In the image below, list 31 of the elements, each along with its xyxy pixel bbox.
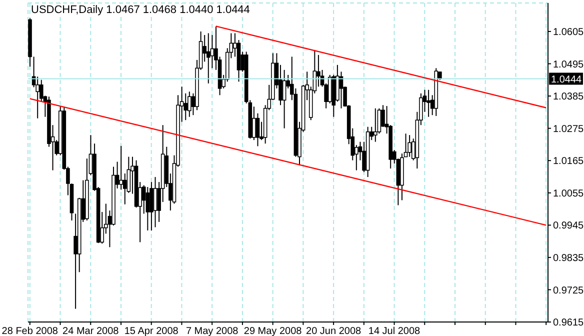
x-tick-label: 28 Feb 2008 [2, 326, 58, 336]
candlestick [374, 108, 378, 142]
y-tick-label: 1.0055 [553, 188, 584, 200]
x-tick-label: 14 Jul 2008 [368, 326, 421, 336]
x-tick-label: 24 Mar 2008 [62, 326, 120, 336]
x-tick-label: 29 May 2008 [244, 326, 302, 336]
candlestick [316, 54, 320, 88]
candlestick [256, 112, 260, 147]
candlestick [252, 106, 256, 141]
y-tick-label: 1.0275 [553, 124, 584, 135]
x-tick-label: 20 Jun 2008 [306, 326, 362, 336]
y-tick-label: 0.9835 [553, 252, 584, 264]
x-tick-label: 7 May 2008 [186, 326, 239, 336]
y-tick-label: 1.0165 [553, 156, 584, 168]
candlestick [153, 176, 158, 228]
candlestick [408, 134, 412, 158]
y-tick-label: 1.0495 [553, 59, 584, 70]
chart-title: USDCHF,Daily 1.0467 1.0468 1.0440 1.0444 [31, 4, 250, 17]
candlestick [206, 32, 210, 84]
y-tick-label: 1.0385 [553, 92, 584, 103]
candlestick [426, 89, 430, 118]
y-tick-label: 0.9945 [553, 220, 584, 232]
y-tick-label: 0.9725 [553, 285, 584, 296]
candlestick [188, 91, 192, 118]
y-tick-label: 0.9615 [553, 318, 584, 329]
x-tick-label: 15 Apr 2008 [124, 326, 179, 336]
candlestick [119, 145, 123, 190]
candlestick [146, 186, 150, 231]
candlestick [282, 69, 286, 129]
ref-line-label: 1.0444 [551, 74, 582, 86]
y-tick-label: 1.0605 [553, 27, 584, 38]
